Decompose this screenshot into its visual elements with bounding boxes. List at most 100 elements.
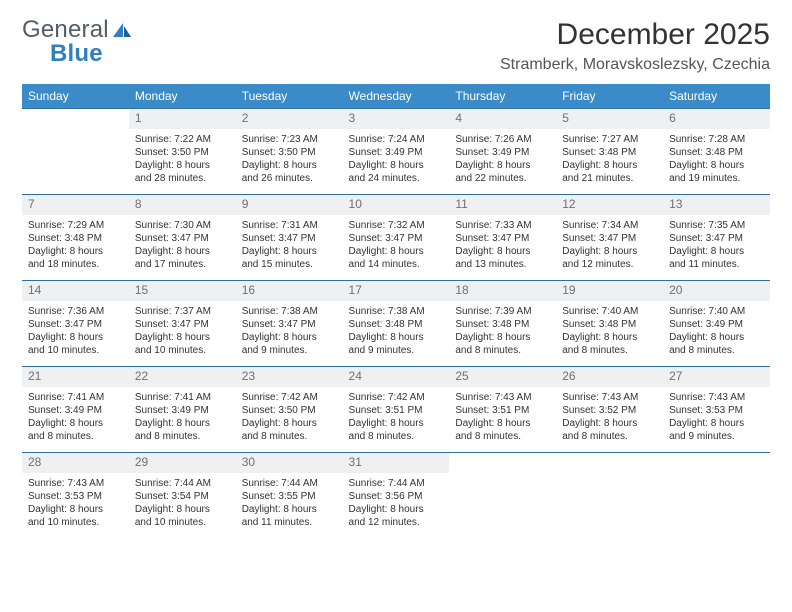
calendar-cell: 18Sunrise: 7:39 AMSunset: 3:48 PMDayligh…	[449, 281, 556, 367]
day-number: 29	[129, 453, 236, 473]
calendar-cell: 4Sunrise: 7:26 AMSunset: 3:49 PMDaylight…	[449, 109, 556, 195]
day-info-line: and 18 minutes.	[28, 258, 123, 271]
day-info-line: Sunrise: 7:40 AM	[562, 305, 657, 318]
day-info-line: and 10 minutes.	[135, 344, 230, 357]
day-info-line: Daylight: 8 hours	[135, 503, 230, 516]
day-info-line: Daylight: 8 hours	[242, 245, 337, 258]
day-info-line: Sunrise: 7:42 AM	[349, 391, 444, 404]
day-number: 31	[343, 453, 450, 473]
day-info: Sunrise: 7:33 AMSunset: 3:47 PMDaylight:…	[455, 219, 550, 271]
day-info-line: Sunrise: 7:24 AM	[349, 133, 444, 146]
day-number: 5	[556, 109, 663, 129]
day-info-line: Sunrise: 7:28 AM	[669, 133, 764, 146]
day-info-line: Sunset: 3:50 PM	[242, 404, 337, 417]
calendar-cell	[556, 453, 663, 539]
day-info-line: Sunset: 3:48 PM	[562, 146, 657, 159]
day-info-line: and 8 minutes.	[562, 430, 657, 443]
day-info-line: Sunrise: 7:23 AM	[242, 133, 337, 146]
calendar-cell	[449, 453, 556, 539]
day-info-line: and 8 minutes.	[562, 344, 657, 357]
day-info-line: Sunrise: 7:35 AM	[669, 219, 764, 232]
day-info: Sunrise: 7:22 AMSunset: 3:50 PMDaylight:…	[135, 133, 230, 185]
day-info: Sunrise: 7:29 AMSunset: 3:48 PMDaylight:…	[28, 219, 123, 271]
day-info: Sunrise: 7:43 AMSunset: 3:52 PMDaylight:…	[562, 391, 657, 443]
calendar-cell	[663, 453, 770, 539]
calendar-cell: 5 Sunrise: 7:27 AMSunset: 3:48 PMDaylight…	[556, 109, 663, 195]
day-info-line: Daylight: 8 hours	[349, 503, 444, 516]
calendar-cell: 9Sunrise: 7:31 AMSunset: 3:47 PMDaylight…	[236, 195, 343, 281]
day-info: Sunrise: 7:43 AMSunset: 3:53 PMDaylight:…	[669, 391, 764, 443]
day-info: Sunrise: 7:38 AMSunset: 3:47 PMDaylight:…	[242, 305, 337, 357]
day-info-line: Sunset: 3:48 PM	[562, 318, 657, 331]
day-number: 26	[556, 367, 663, 387]
calendar-week-row: 28Sunrise: 7:43 AMSunset: 3:53 PMDayligh…	[22, 453, 770, 539]
day-info-line: Sunset: 3:47 PM	[242, 232, 337, 245]
day-info-line: Sunset: 3:50 PM	[242, 146, 337, 159]
calendar-cell: 12Sunrise: 7:34 AMSunset: 3:47 PMDayligh…	[556, 195, 663, 281]
day-info-line: Daylight: 8 hours	[669, 245, 764, 258]
day-number: 10	[343, 195, 450, 215]
day-info-line: Sunrise: 7:33 AM	[455, 219, 550, 232]
day-info-line: and 8 minutes.	[349, 430, 444, 443]
day-info-line: Sunset: 3:53 PM	[669, 404, 764, 417]
day-info-line: Daylight: 8 hours	[242, 503, 337, 516]
day-number: 1	[129, 109, 236, 129]
day-info-line: Daylight: 8 hours	[349, 331, 444, 344]
calendar-cell: 21Sunrise: 7:41 AMSunset: 3:49 PMDayligh…	[22, 367, 129, 453]
day-number: 14	[22, 281, 129, 301]
day-info-line: Sunset: 3:53 PM	[28, 490, 123, 503]
day-info: Sunrise: 7:23 AMSunset: 3:50 PMDaylight:…	[242, 133, 337, 185]
day-info-line: Sunset: 3:47 PM	[562, 232, 657, 245]
day-info-line: Sunrise: 7:42 AM	[242, 391, 337, 404]
day-info-line: Sunset: 3:49 PM	[669, 318, 764, 331]
day-info-line: Sunrise: 7:30 AM	[135, 219, 230, 232]
calendar-cell: 1 Sunrise: 7:22 AMSunset: 3:50 PMDaylight…	[129, 109, 236, 195]
day-info: Sunrise: 7:32 AMSunset: 3:47 PMDaylight:…	[349, 219, 444, 271]
day-info: Sunrise: 7:35 AMSunset: 3:47 PMDaylight:…	[669, 219, 764, 271]
day-info-line: Sunset: 3:51 PM	[349, 404, 444, 417]
day-info-line: Sunset: 3:48 PM	[28, 232, 123, 245]
day-info-line: Sunrise: 7:38 AM	[349, 305, 444, 318]
day-info: Sunrise: 7:43 AMSunset: 3:53 PMDaylight:…	[28, 477, 123, 529]
day-info: Sunrise: 7:44 AMSunset: 3:54 PMDaylight:…	[135, 477, 230, 529]
calendar-cell: 28Sunrise: 7:43 AMSunset: 3:53 PMDayligh…	[22, 453, 129, 539]
day-header: Tuesday	[236, 84, 343, 109]
day-header: Wednesday	[343, 84, 450, 109]
day-info-line: Sunset: 3:47 PM	[135, 232, 230, 245]
logo-text-general: General	[22, 18, 109, 42]
day-info-line: Daylight: 8 hours	[349, 417, 444, 430]
day-info: Sunrise: 7:27 AMSunset: 3:48 PMDaylight:…	[562, 133, 657, 185]
calendar-week-row: 14Sunrise: 7:36 AMSunset: 3:47 PMDayligh…	[22, 281, 770, 367]
day-info-line: and 26 minutes.	[242, 172, 337, 185]
calendar-cell: 27 Sunrise: 7:43 AMSunset: 3:53 PMDayligh…	[663, 367, 770, 453]
day-number: 27	[663, 367, 770, 387]
day-info-line: and 9 minutes.	[349, 344, 444, 357]
day-info-line: Sunset: 3:51 PM	[455, 404, 550, 417]
day-info-line: and 22 minutes.	[455, 172, 550, 185]
day-info-line: and 11 minutes.	[669, 258, 764, 271]
calendar-cell: 13Sunrise: 7:35 AMSunset: 3:47 PMDayligh…	[663, 195, 770, 281]
day-info-line: Sunset: 3:48 PM	[669, 146, 764, 159]
day-info-line: Daylight: 8 hours	[242, 159, 337, 172]
day-info-line: and 9 minutes.	[669, 430, 764, 443]
day-info: Sunrise: 7:40 AMSunset: 3:49 PMDaylight:…	[669, 305, 764, 357]
day-info: Sunrise: 7:28 AMSunset: 3:48 PMDaylight:…	[669, 133, 764, 185]
day-info: Sunrise: 7:26 AMSunset: 3:49 PMDaylight:…	[455, 133, 550, 185]
day-info-line: Sunrise: 7:29 AM	[28, 219, 123, 232]
day-info-line: Daylight: 8 hours	[562, 417, 657, 430]
day-info-line: Daylight: 8 hours	[242, 331, 337, 344]
day-header: Monday	[129, 84, 236, 109]
day-number: 11	[449, 195, 556, 215]
day-number: 6	[663, 109, 770, 129]
day-info-line: Sunrise: 7:43 AM	[28, 477, 123, 490]
day-info-line: Daylight: 8 hours	[135, 245, 230, 258]
day-info-line: Sunset: 3:56 PM	[349, 490, 444, 503]
day-header: Thursday	[449, 84, 556, 109]
calendar-cell: 24Sunrise: 7:42 AMSunset: 3:51 PMDayligh…	[343, 367, 450, 453]
day-info-line: Sunset: 3:49 PM	[455, 146, 550, 159]
day-info-line: Sunrise: 7:32 AM	[349, 219, 444, 232]
day-info-line: Sunrise: 7:40 AM	[669, 305, 764, 318]
day-info-line: and 12 minutes.	[349, 516, 444, 529]
calendar-table: Sunday Monday Tuesday Wednesday Thursday…	[22, 84, 770, 539]
day-info-line: Sunset: 3:49 PM	[349, 146, 444, 159]
